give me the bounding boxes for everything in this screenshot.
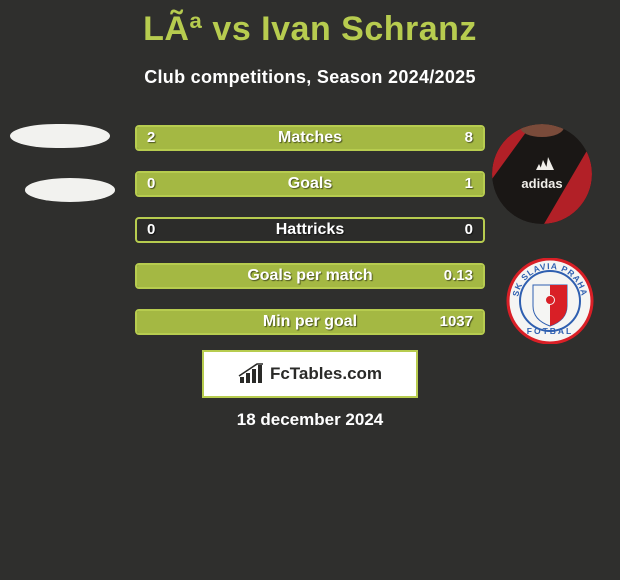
brand-text: FcTables.com [270,364,382,384]
stats-container: 28Matches 01Goals 00Hattricks 0.13Goals per… [135,125,485,355]
stat-label: Matches [137,127,483,149]
slavia-badge-icon: SK SLAVIA PRAHA FOTBAL [500,258,600,344]
player1-avatar-line1 [10,124,110,148]
stat-row: 28Matches [135,125,485,151]
player2-photo: adidas [492,124,592,224]
stat-label: Min per goal [137,311,483,333]
stat-row: 0.13Goals per match [135,263,485,289]
brand-box: FcTables.com [202,350,418,398]
stat-label: Hattricks [137,219,483,241]
page-subtitle: Club competitions, Season 2024/2025 [0,67,620,88]
badge-bottom-text: FOTBAL [527,326,573,336]
player1-avatar-line2 [25,178,115,202]
page-title: LÃª vs Ivan Schranz [0,0,620,49]
date-text: 18 december 2024 [0,410,620,430]
stat-label: Goals per match [137,265,483,287]
club-badge: SK SLAVIA PRAHA FOTBAL [500,258,600,344]
svg-text:adidas: adidas [521,176,562,191]
bar-chart-icon [238,363,264,385]
stat-row: 00Hattricks [135,217,485,243]
stat-row: 1037Min per goal [135,309,485,335]
jersey-icon: adidas [492,124,592,224]
stat-label: Goals [137,173,483,195]
stat-row: 01Goals [135,171,485,197]
